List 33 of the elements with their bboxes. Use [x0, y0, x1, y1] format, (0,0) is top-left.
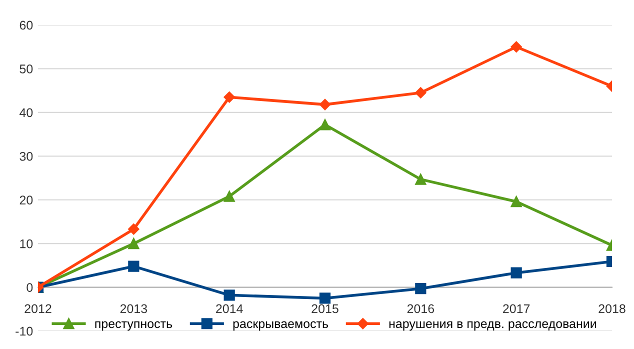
legend-label: раскрываемость [233, 321, 328, 331]
x-tick-label: 2016 [407, 304, 434, 314]
point [224, 290, 235, 301]
point [128, 238, 140, 250]
x-tick-label: 2014 [216, 304, 243, 314]
point [319, 119, 331, 130]
y-tick-label: 0 [26, 283, 33, 292]
point [224, 190, 235, 202]
y-tick-label: 50 [20, 64, 33, 74]
point [415, 87, 426, 98]
point [319, 292, 331, 304]
legend-label: нарушения в предв. расследовании [389, 321, 596, 331]
y-tick-label: 20 [20, 196, 33, 205]
point [128, 260, 140, 272]
x-tick-label: 2013 [120, 304, 148, 314]
point [510, 267, 522, 278]
y-tick-label: 30 [20, 152, 33, 161]
point [415, 283, 426, 294]
x-tick-label: 2017 [503, 304, 530, 314]
y-tick-label: 60 [20, 20, 33, 30]
y-tick-label: -10 [16, 326, 33, 336]
y-tick-label: 10 [20, 239, 33, 248]
point [128, 224, 140, 235]
point [510, 196, 522, 208]
x-tick-label: 2015 [312, 304, 338, 314]
y-tick-label: 40 [20, 108, 33, 118]
legend-label: преступность [95, 321, 172, 331]
point [415, 174, 426, 185]
point [319, 98, 331, 110]
x-tick-label: 2012 [24, 304, 52, 314]
point [510, 41, 522, 52]
point [224, 92, 235, 103]
x-tick-label: 2018 [598, 304, 626, 314]
